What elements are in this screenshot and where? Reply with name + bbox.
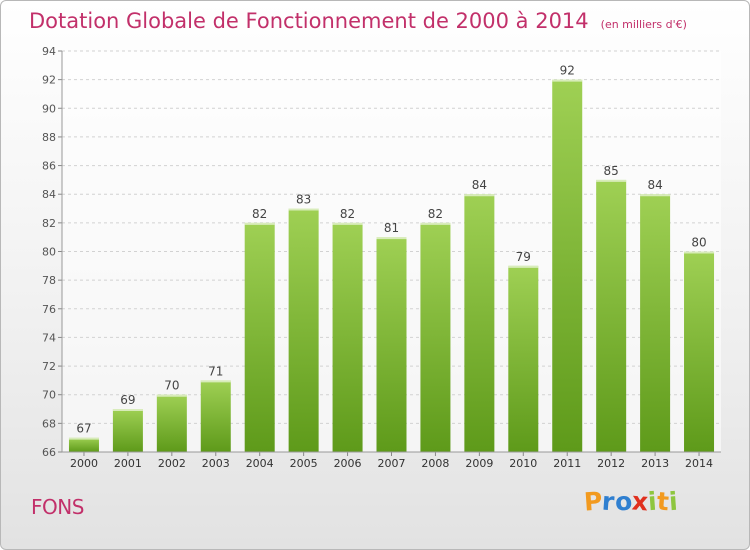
bar [112,409,143,452]
data-label: 82 [428,207,443,221]
data-label: 71 [208,364,223,378]
data-label: 82 [340,207,355,221]
title-text: Dotation Globale de Fonctionnement de 20… [29,9,589,33]
y-tick-label: 66 [42,446,56,459]
data-label: 85 [604,164,619,178]
data-label: 84 [647,178,662,192]
bar [332,222,363,452]
y-tick-label: 90 [42,102,56,115]
x-tick-label: 2002 [158,457,186,470]
bar [288,208,319,452]
y-tick-label: 74 [42,331,56,344]
commune-name: FONS [31,495,84,519]
data-label: 92 [560,64,575,78]
bar [200,380,231,452]
x-tick-label: 2009 [465,457,493,470]
data-label: 70 [164,379,179,393]
bar [156,394,187,452]
x-tick-label: 2008 [421,457,449,470]
x-tick-label: 2014 [685,457,713,470]
bar [508,265,539,452]
x-tick-label: 2006 [334,457,362,470]
y-tick-label: 94 [42,45,56,58]
x-tick-label: 2012 [597,457,625,470]
x-tick-label: 2000 [70,457,98,470]
x-tick-label: 2004 [246,457,274,470]
x-tick-label: 2011 [553,457,581,470]
y-tick-label: 72 [42,360,56,373]
bar [596,179,627,452]
y-tick-label: 70 [42,389,56,402]
chart-title: Dotation Globale de Fonctionnement de 20… [29,9,687,33]
y-tick-label: 78 [42,274,56,287]
data-label: 80 [691,236,706,250]
x-tick-label: 2007 [378,457,406,470]
x-tick-label: 2013 [641,457,669,470]
data-label: 69 [120,393,135,407]
bar [244,222,275,452]
logo-letter: i [667,486,679,517]
y-tick-label: 92 [42,74,56,87]
y-tick-label: 76 [42,303,56,316]
bar [464,194,495,452]
x-tick-label: 2003 [202,457,230,470]
data-label: 82 [252,207,267,221]
unit-label: (en milliers d'€) [600,18,687,31]
y-tick-label: 80 [42,246,56,259]
logo-letter: o [613,486,633,517]
data-label: 83 [296,193,311,207]
x-tick-label: 2005 [290,457,318,470]
data-label: 67 [76,422,91,436]
bar [68,437,99,452]
y-tick-label: 82 [42,217,56,230]
bar [376,237,407,452]
data-label: 81 [384,221,399,235]
y-tick-label: 84 [42,188,56,201]
bar [640,194,671,452]
bar [420,222,451,452]
y-tick-label: 68 [42,417,56,430]
bar [684,251,715,452]
x-tick-label: 2001 [114,457,142,470]
bar [552,79,583,453]
data-label: 84 [472,178,487,192]
y-tick-label: 86 [42,160,56,173]
y-tick-label: 88 [42,131,56,144]
data-label: 79 [516,250,531,264]
x-tick-label: 2010 [509,457,537,470]
proxiti-logo: Proxiti [583,486,679,517]
